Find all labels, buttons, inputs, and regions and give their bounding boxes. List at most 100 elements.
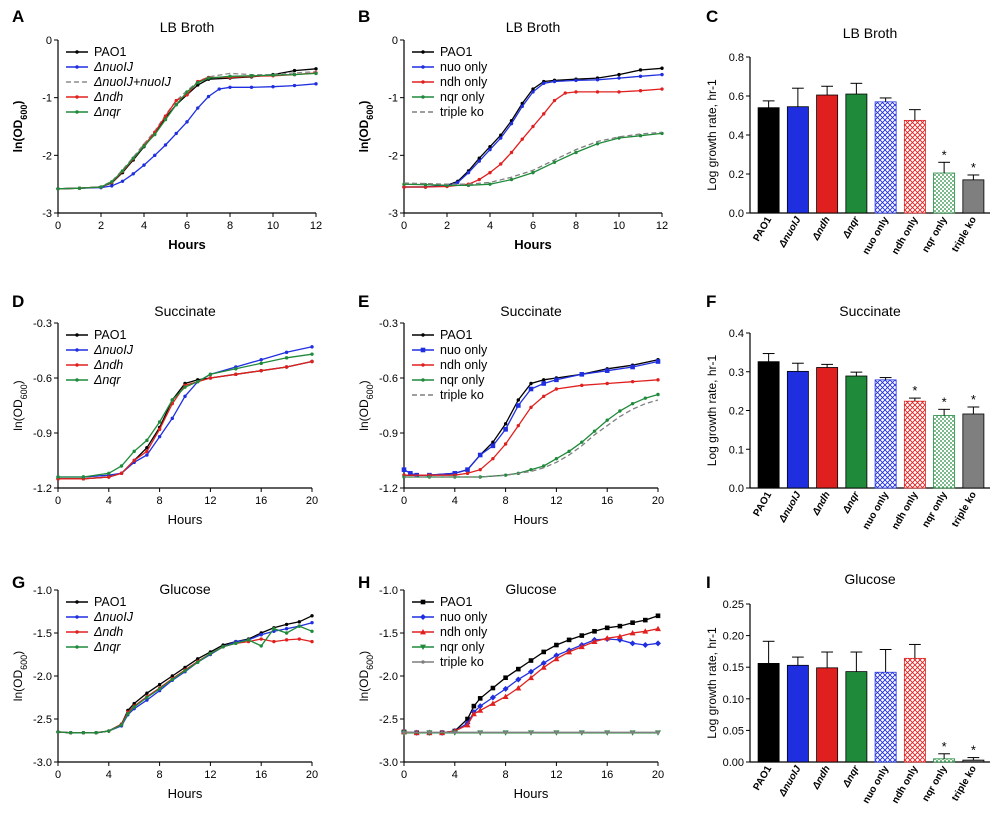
- data-point: [595, 90, 600, 94]
- data-point: [259, 368, 263, 373]
- legend-label: Δnqr: [93, 373, 121, 387]
- y-tick-label: -0.9: [33, 428, 52, 440]
- data-point: [478, 467, 482, 472]
- data-point: [516, 666, 521, 672]
- category-label: ndh only: [890, 764, 921, 806]
- legend-label: PAO1: [94, 595, 126, 609]
- y-tick-label: -1.2: [379, 483, 398, 495]
- panel-letter: B: [358, 7, 370, 26]
- x-tick-label: 8: [573, 220, 579, 232]
- x-tick-label: 6: [184, 220, 190, 232]
- data-point: [249, 85, 254, 89]
- panel-letter: H: [358, 573, 370, 592]
- data-point: [578, 643, 585, 650]
- data-point: [142, 144, 146, 148]
- data-point: [284, 350, 289, 355]
- panel-title: Glucose: [505, 581, 557, 597]
- data-point: [605, 418, 609, 422]
- data-point: [563, 91, 567, 95]
- data-point: [629, 640, 636, 647]
- data-point: [234, 641, 238, 646]
- data-point: [132, 449, 136, 454]
- legend-marker: [421, 65, 425, 69]
- data-point: [142, 163, 146, 167]
- data-point: [566, 648, 573, 655]
- data-point: [284, 356, 289, 360]
- data-point: [271, 85, 275, 89]
- bar: [845, 93, 868, 214]
- data-point: [284, 365, 289, 369]
- category-label: PAO1: [751, 215, 774, 244]
- data-point: [554, 642, 559, 648]
- panel-title: LB Broth: [160, 19, 214, 35]
- data-point: [259, 637, 263, 641]
- bar: [874, 671, 897, 763]
- data-point: [259, 357, 263, 362]
- data-point: [120, 169, 125, 173]
- bar: [962, 759, 985, 763]
- data-point: [174, 98, 178, 103]
- legend-label: Δndh: [93, 90, 123, 104]
- legend-marker: [75, 378, 79, 382]
- data-point: [528, 386, 534, 392]
- data-point: [660, 87, 664, 91]
- data-point: [119, 723, 124, 727]
- y-label-subscript: 600: [19, 105, 29, 120]
- data-point: [145, 445, 149, 450]
- category-label: ndh only: [890, 490, 921, 532]
- panel-B: B LB Broth 0 2 4 6 8 10 12 -3 -2 -1 0 Hours ln(OD600) P…: [357, 7, 668, 252]
- legend-label: triple ko: [440, 105, 484, 119]
- data-point: [630, 401, 635, 406]
- data-point: [110, 184, 114, 188]
- data-point: [477, 177, 481, 182]
- data-point: [170, 398, 174, 402]
- data-point: [206, 76, 211, 80]
- y-tick-label: -1: [42, 93, 52, 105]
- bar: [874, 101, 897, 214]
- data-point: [314, 71, 318, 76]
- data-point: [170, 674, 174, 678]
- data-point: [488, 182, 492, 186]
- bar: [933, 172, 956, 214]
- legend-marker: [75, 95, 79, 99]
- legend-marker: [75, 600, 79, 604]
- data-point: [655, 613, 661, 619]
- y-tick-label: -2.0: [33, 671, 52, 683]
- category-label: ΔnuoIJ: [777, 490, 804, 526]
- legend-marker: [420, 629, 426, 635]
- data-point: [515, 685, 522, 691]
- y-tick-label: 0: [46, 35, 52, 47]
- data-point: [656, 378, 660, 382]
- x-tick-label: 12: [550, 495, 562, 507]
- data-point: [529, 467, 533, 472]
- significance-mark: *: [942, 394, 947, 409]
- data-point: [477, 159, 481, 163]
- legend-marker: [75, 65, 79, 69]
- data-point: [196, 379, 200, 384]
- data-point: [528, 674, 534, 681]
- data-point: [529, 730, 533, 735]
- data-point: [402, 185, 406, 189]
- data-point: [591, 638, 598, 644]
- legend-label: nqr only: [440, 373, 485, 387]
- panel-letter: F: [706, 292, 716, 311]
- x-axis-label: Hours: [514, 237, 552, 252]
- data-point: [502, 685, 509, 692]
- legend-marker: [420, 599, 426, 605]
- data-point: [503, 427, 508, 432]
- legend-label: ΔnuoIJ: [93, 610, 134, 624]
- data-point: [638, 74, 643, 79]
- legend-marker: [421, 660, 425, 664]
- data-point: [157, 687, 162, 691]
- panel-letter: I: [706, 573, 711, 592]
- y-tick-label: 0.00: [723, 757, 744, 769]
- data-point: [163, 117, 168, 122]
- bar: [816, 367, 839, 489]
- panel-title: Succinate: [839, 303, 901, 319]
- data-point: [638, 68, 643, 72]
- data-point: [477, 696, 483, 701]
- data-point: [529, 405, 533, 410]
- data-point: [153, 153, 157, 158]
- x-tick-label: 16: [601, 495, 613, 507]
